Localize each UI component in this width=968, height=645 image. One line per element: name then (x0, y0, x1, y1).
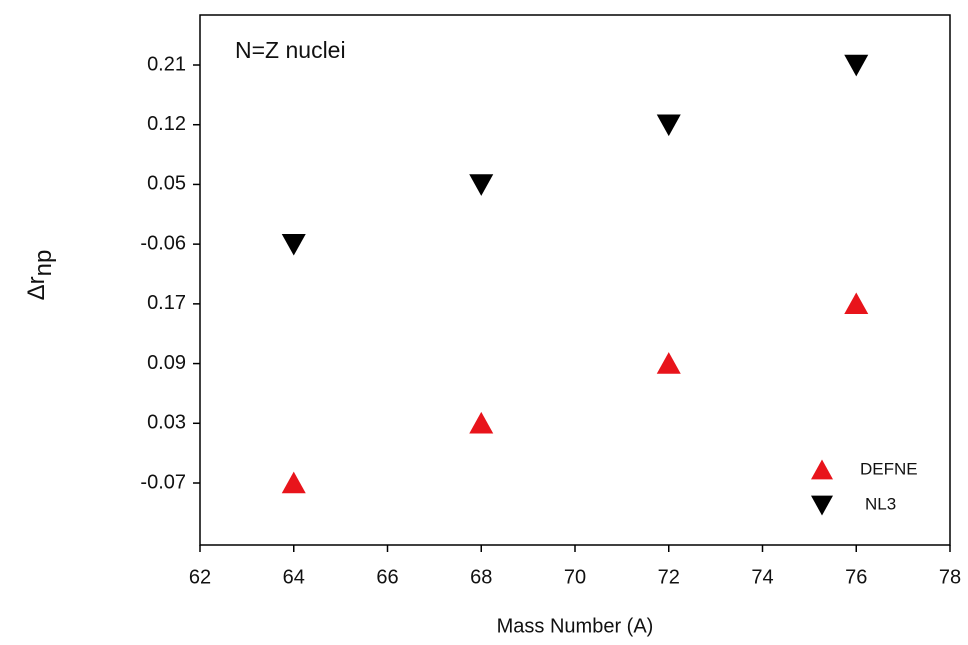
data-point (844, 54, 869, 77)
legend-label: NL3 (865, 494, 896, 513)
x-tick-label: 62 (189, 566, 211, 588)
y-tick-label: 0.17 (147, 292, 186, 314)
y-label-subscript: np (30, 250, 57, 277)
y-tick-label: -0.06 (140, 232, 186, 254)
y-axis-label: Δrnp (23, 250, 57, 301)
annotation: N=Z nuclei (235, 37, 346, 63)
data-point (281, 233, 306, 256)
data-point (844, 292, 869, 315)
legend-marker (811, 459, 833, 480)
data-point (656, 352, 681, 374)
x-tick-label: 64 (283, 566, 305, 588)
y-tick-label: 0.21 (147, 53, 186, 75)
x-tick-label: 78 (939, 566, 961, 588)
x-tick-label: 68 (470, 566, 492, 588)
x-axis-label: Mass Number (A) (497, 615, 654, 637)
x-tick-label: 70 (564, 566, 586, 588)
y-tick-label: -0.07 (140, 471, 186, 493)
data-point (281, 471, 306, 494)
legend-label: DEFNE (860, 459, 918, 478)
y-label-main: Δr (23, 276, 50, 300)
x-tick-label: 66 (376, 566, 398, 588)
y-tick-label: 0.12 (147, 113, 186, 135)
plot-frame (199, 14, 951, 546)
data-point (656, 114, 681, 137)
x-tick-label: 76 (845, 566, 867, 588)
data-point (469, 174, 494, 196)
y-tick-label: 0.03 (147, 412, 186, 434)
x-tick-label: 72 (658, 566, 680, 588)
legend-marker (811, 495, 833, 516)
y-tick-label: 0.05 (147, 173, 186, 195)
x-tick-label: 74 (751, 566, 773, 588)
data-point (469, 411, 494, 434)
y-tick-label: 0.09 (147, 352, 186, 374)
